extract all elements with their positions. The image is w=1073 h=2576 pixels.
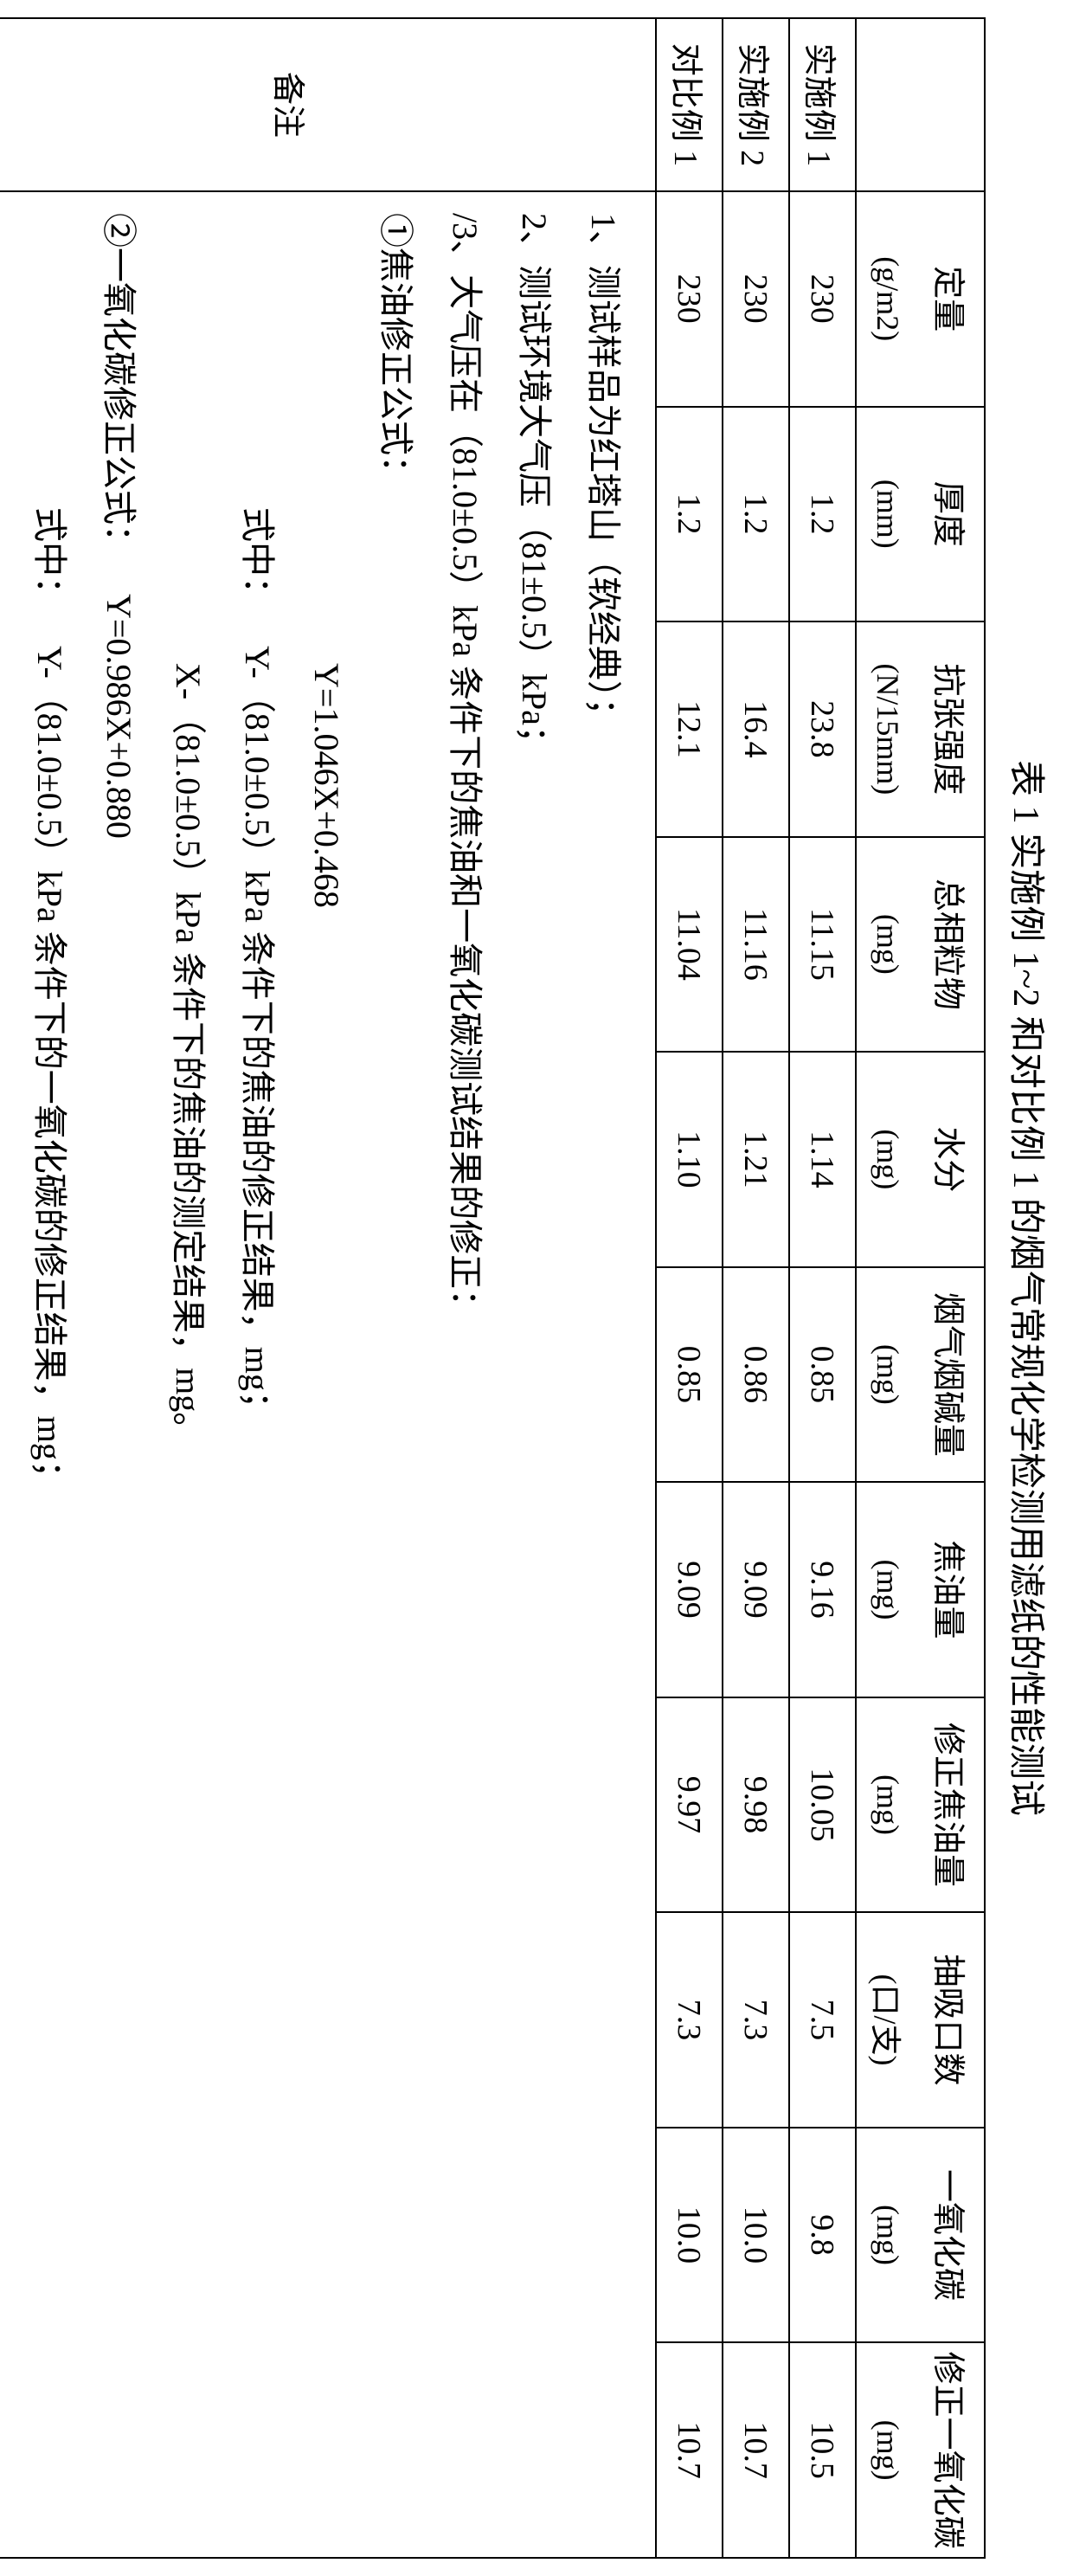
col-header: 修正焦油量 bbox=[919, 1697, 985, 1913]
note-def: X-（81.0±0.5）kPa 条件下的焦油的测定结果，mg。 bbox=[153, 213, 222, 2536]
data-table: 定量 厚度 抗张强度 总相粒物 水分 烟气烟碱量 焦油量 修正焦油量 抽吸口数 … bbox=[0, 17, 986, 2559]
cell: 10.0 bbox=[656, 2128, 723, 2343]
header-row-1: 定量 厚度 抗张强度 总相粒物 水分 烟气烟碱量 焦油量 修正焦油量 抽吸口数 … bbox=[919, 18, 985, 2558]
col-header: 定量 bbox=[919, 191, 985, 407]
cell: 7.3 bbox=[723, 1912, 789, 2128]
cell: 1.2 bbox=[656, 407, 723, 622]
note-line: 1、测试样品为红塔山（软经典）； bbox=[569, 213, 638, 2536]
cell: 10.0 bbox=[723, 2128, 789, 2343]
row-label: 实施例 1 bbox=[789, 18, 856, 191]
cell: 9.98 bbox=[723, 1697, 789, 1913]
cell: 230 bbox=[656, 191, 723, 407]
note-where: 式中： Y-（81.0±0.5）kPa 条件下的焦油的修正结果，mg； bbox=[222, 213, 292, 2536]
table-row: 实施例 2 230 1.2 16.4 11.16 1.21 0.86 9.09 … bbox=[723, 18, 789, 2558]
cell: 11.15 bbox=[789, 837, 856, 1053]
row-label: 对比例 1 bbox=[656, 18, 723, 191]
table-title: 表 1 实施例 1~2 和对比例 1 的烟气常规化学检测用滤纸的性能测试 bbox=[1003, 17, 1056, 2559]
cell: 230 bbox=[723, 191, 789, 407]
note-def: Y-（81.0±0.5）kPa 条件下的焦油的修正结果，mg； bbox=[238, 646, 277, 1426]
corner-cell bbox=[856, 18, 985, 191]
cell: 10.7 bbox=[656, 2342, 723, 2558]
col-header: 水分 bbox=[919, 1052, 985, 1267]
col-header: 焦油量 bbox=[919, 1482, 985, 1697]
col-unit: (mg) bbox=[856, 837, 919, 1053]
cell: 7.5 bbox=[789, 1912, 856, 2128]
header-row-2: (g/m2) (mm) (N/15mm) (mg) (mg) (mg) (mg)… bbox=[856, 18, 919, 2558]
col-unit: (mg) bbox=[856, 1052, 919, 1267]
cell: 12.1 bbox=[656, 621, 723, 837]
col-unit: (口/支) bbox=[856, 1912, 919, 2128]
cell: 1.10 bbox=[656, 1052, 723, 1267]
cell: 0.85 bbox=[789, 1267, 856, 1483]
cell: 9.16 bbox=[789, 1482, 856, 1697]
note-formula-label: ①焦油修正公式： bbox=[361, 213, 430, 2536]
cell: 1.14 bbox=[789, 1052, 856, 1267]
table-row: 对比例 1 230 1.2 12.1 11.04 1.10 0.85 9.09 … bbox=[656, 18, 723, 2558]
col-header: 抽吸口数 bbox=[919, 1912, 985, 2128]
cell: 0.85 bbox=[656, 1267, 723, 1483]
col-unit: (mg) bbox=[856, 1267, 919, 1483]
note-where-label: 式中： bbox=[30, 507, 69, 611]
page-content: 表 1 实施例 1~2 和对比例 1 的烟气常规化学检测用滤纸的性能测试 定量 … bbox=[0, 17, 1056, 2559]
notes-label: 备注 bbox=[0, 18, 656, 191]
note-line: 2、测试环境大气压（81±0.5）kPa； bbox=[499, 213, 569, 2536]
note-equation: Y=0.986X+0.880 bbox=[100, 594, 138, 839]
note-f2-label: ②一氧化碳修正公式： bbox=[100, 213, 138, 559]
cell: 10.05 bbox=[789, 1697, 856, 1913]
cell: 9.09 bbox=[656, 1482, 723, 1697]
col-header: 修正一氧化碳 bbox=[919, 2342, 985, 2558]
col-header: 烟气烟碱量 bbox=[919, 1267, 985, 1483]
col-unit: (mg) bbox=[856, 2128, 919, 2343]
col-unit: (g/m2) bbox=[856, 191, 919, 407]
cell: 9.09 bbox=[723, 1482, 789, 1697]
col-unit: (mm) bbox=[856, 407, 919, 622]
note-def: X-（81.0±0.5）kPa 条件下的一氧化碳的测定结果，mg。 bbox=[0, 213, 15, 2536]
cell: 16.4 bbox=[723, 621, 789, 837]
cell: 0.86 bbox=[723, 1267, 789, 1483]
notes-content: 1、测试样品为红塔山（软经典）； 2、测试环境大气压（81±0.5）kPa； /… bbox=[0, 191, 656, 2558]
col-header: 厚度 bbox=[919, 407, 985, 622]
cell: 1.21 bbox=[723, 1052, 789, 1267]
notes-row: 备注 1、测试样品为红塔山（软经典）； 2、测试环境大气压（81±0.5）kPa… bbox=[0, 18, 656, 2558]
col-header: 总相粒物 bbox=[919, 837, 985, 1053]
note-def: Y-（81.0±0.5）kPa 条件下的一氧化碳的修正结果，mg； bbox=[30, 646, 69, 1495]
note-where-label: 式中： bbox=[238, 507, 277, 611]
note-formula-label: ②一氧化碳修正公式： Y=0.986X+0.880 bbox=[84, 213, 153, 2536]
cell: 11.16 bbox=[723, 837, 789, 1053]
row-label: 实施例 2 bbox=[723, 18, 789, 191]
cell: 11.04 bbox=[656, 837, 723, 1053]
cell: 1.2 bbox=[789, 407, 856, 622]
col-unit: (N/15mm) bbox=[856, 621, 919, 837]
cell: 230 bbox=[789, 191, 856, 407]
table-row: 实施例 1 230 1.2 23.8 11.15 1.14 0.85 9.16 … bbox=[789, 18, 856, 2558]
cell: 9.97 bbox=[656, 1697, 723, 1913]
cell: 9.8 bbox=[789, 2128, 856, 2343]
col-unit: (mg) bbox=[856, 2342, 919, 2558]
cell: 10.7 bbox=[723, 2342, 789, 2558]
cell: 1.2 bbox=[723, 407, 789, 622]
cell: 7.3 bbox=[656, 1912, 723, 2128]
cell: 10.5 bbox=[789, 2342, 856, 2558]
col-unit: (mg) bbox=[856, 1697, 919, 1913]
note-equation: Y=1.046X+0.468 bbox=[292, 213, 361, 2536]
cell: 23.8 bbox=[789, 621, 856, 837]
col-header: 一氧化碳 bbox=[919, 2128, 985, 2343]
note-line: /3、大气压在（81.0±0.5）kPa 条件下的焦油和一氧化碳测试结果的修正： bbox=[430, 213, 499, 2536]
note-where: 式中： Y-（81.0±0.5）kPa 条件下的一氧化碳的修正结果，mg； bbox=[15, 213, 84, 2536]
col-unit: (mg) bbox=[856, 1482, 919, 1697]
col-header: 抗张强度 bbox=[919, 621, 985, 837]
